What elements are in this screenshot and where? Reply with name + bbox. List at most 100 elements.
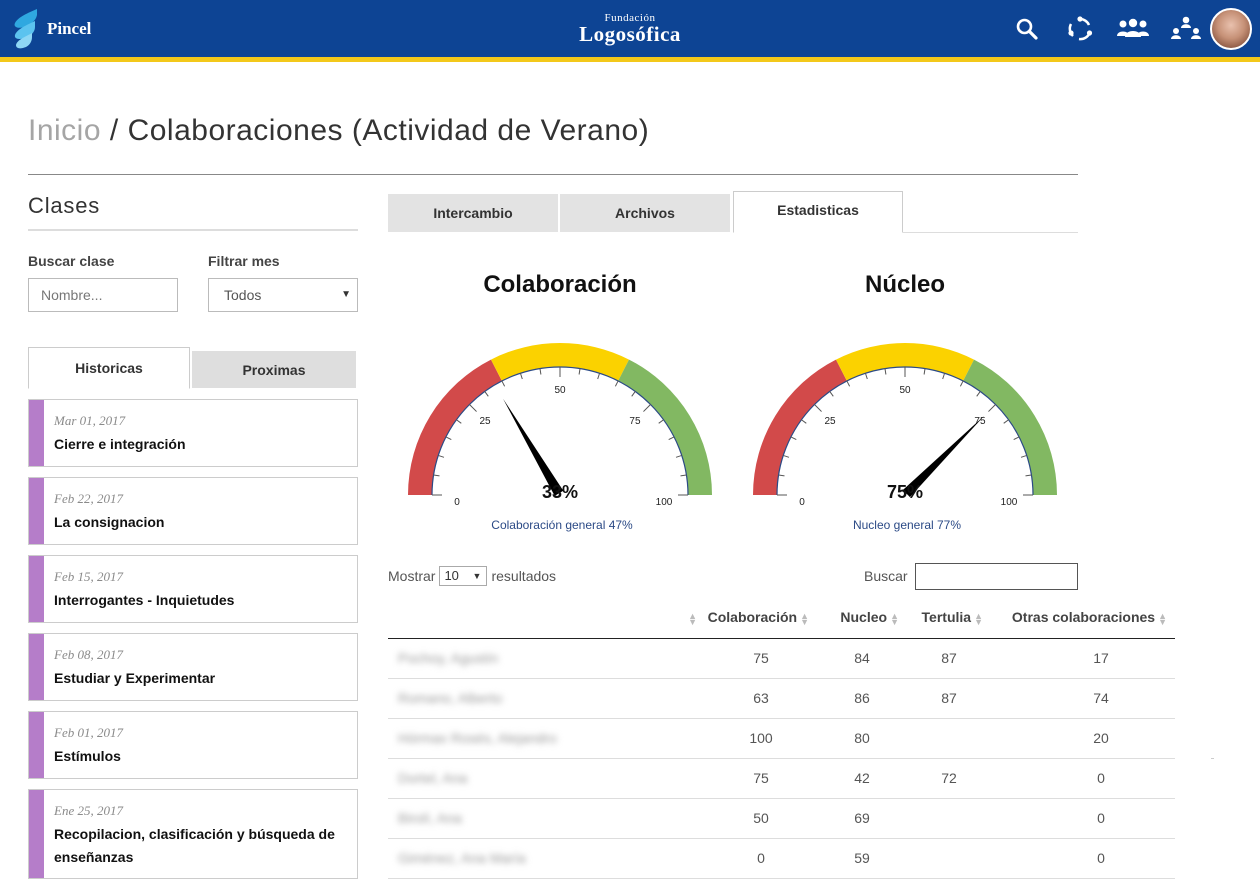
cell-nucleo: 84 [817,638,907,679]
gauge-band [408,359,502,495]
cell-otras: 0 [991,758,1175,799]
gauge-tick [1013,436,1020,441]
column-header-colaboracion[interactable]: Colaboración ▲ ▼ [705,597,817,639]
tab-intercambio[interactable]: Intercambio [388,194,558,232]
page-length-select[interactable]: 10 ▼ [439,566,488,586]
column-header-name[interactable]: ▲ ▼ [388,597,705,639]
gauge-tick [988,404,996,412]
gauge-band [963,359,1057,495]
class-card[interactable]: Mar 01, 2017 Cierre e integración [28,399,358,467]
class-card[interactable]: Ene 25, 2017 Recopilacion, clasificación… [28,789,358,879]
class-accent-bar [29,712,44,778]
cell-name: Pochoy, Agustín [388,638,705,679]
filter-month-select[interactable]: Todos ▼ [208,278,358,312]
column-header-nucleo[interactable]: Nucleo ▲ ▼ [817,597,907,639]
sidebar-divider [28,229,358,231]
cell-otras: 74 [991,678,1175,719]
header-divider [28,174,1078,175]
cell-name: Dortel, Ana [388,758,705,799]
gauge-tick-label: 25 [824,416,836,427]
sort-icon: ▲ ▼ [1158,610,1167,627]
breadcrumb: Inicio / Colaboraciones (Actividad de Ve… [28,114,649,148]
table-search-input[interactable] [915,563,1078,590]
sync-icon[interactable] [1062,11,1098,47]
search-class-input[interactable] [28,278,178,312]
pincel-logo-icon [14,9,37,49]
gauge-tick [942,373,946,380]
page-length-value: 10 [444,568,459,583]
tab-proximas[interactable]: Proximas [192,351,356,388]
cell-otras: 20 [991,718,1175,759]
gauge-tick [658,419,664,424]
gauge-tick [976,391,981,397]
table-search-label: Buscar [864,568,908,584]
search-class-label: Buscar clase [28,253,115,269]
cell-colaboracion: 100 [705,718,817,759]
sort-icon: ▲ ▼ [890,610,899,627]
table-row[interactable]: Pochoy, Agustín 75 84 87 17 [388,638,1175,679]
chevron-down-icon: ▼ [341,289,351,300]
user-avatar[interactable] [1210,8,1252,50]
class-accent-bar [29,400,44,466]
table-row[interactable]: Giménez, Ana María 0 59 0 [388,838,1175,879]
cell-tertulia: 72 [907,758,991,799]
class-card[interactable]: Feb 08, 2017 Estudiar y Experimentar [28,633,358,701]
header-stripe [0,57,1260,62]
gauge-tick-label: 50 [554,385,566,396]
breadcrumb-separator: / [101,114,128,147]
top-navbar: Pincel Fundación Logosófica [0,0,1260,57]
table-row[interactable]: Birolí, Ana 50 69 0 [388,798,1175,839]
gauge-tick [814,404,822,412]
table-row[interactable]: Hórmax Rosés, Alejandro 100 80 20 [388,718,1175,759]
cell-colaboracion: 75 [705,638,817,679]
gauge-tick-label: 100 [1001,497,1018,508]
gauge-tick [801,419,807,424]
gauge-tick [501,380,506,387]
column-header-tertulia[interactable]: Tertulia ▲ ▼ [907,597,991,639]
tab-estadisticas[interactable]: Estadisticas [733,191,903,233]
cell-colaboracion: 0 [705,838,817,879]
class-date: Feb 08, 2017 [54,647,123,662]
class-card[interactable]: Feb 15, 2017 Interrogantes - Inquietudes [28,555,358,623]
tab-archivos[interactable]: Archivos [560,194,730,232]
brand-name: Pincel [47,19,92,38]
table-header-row: ▲ ▼ Colaboración ▲ ▼ Nucleo ▲ ▼ Tertulia ▲ ▼ Ot… [388,597,1175,639]
breadcrumb-home-link[interactable]: Inicio [28,114,102,147]
gauge-tick [445,436,452,441]
gauge-tick-label: 75 [974,416,986,427]
hierarchy-icon[interactable] [1168,11,1204,47]
tab-historicas[interactable]: Historicas [28,347,190,389]
gauge-tick [846,380,851,387]
gauge-tick [959,380,964,387]
gauge-caption-colaboracion: Colaboración general 47% [491,518,633,532]
class-accent-bar [29,556,44,622]
class-card[interactable]: Feb 22, 2017 La consignacion [28,477,358,545]
sort-icon: ▲ ▼ [974,610,983,627]
column-header-otras[interactable]: Otras colaboraciones ▲ ▼ [991,597,1175,639]
gauge-tick [631,391,636,397]
cell-tertulia: 87 [907,678,991,719]
cell-name: Giménez, Ana María [388,838,705,879]
gauge-tick [433,474,440,477]
gauge-tick [597,373,601,380]
gauge-nucleo: 0 25 50 75 100 75% [753,343,1057,508]
cell-name: Romano, Alberto [388,678,705,719]
filter-month-value: Todos [224,287,262,303]
brand[interactable]: Pincel [10,6,91,52]
page-title: Colaboraciones (Actividad de Verano) [127,114,650,147]
class-accent-bar [29,634,44,700]
gauge-tick [469,404,477,412]
table-row[interactable]: Dortel, Ana 75 42 72 0 [388,758,1175,799]
cell-colaboracion: 50 [705,798,817,839]
table-row[interactable]: Romano, Alberto 63 86 87 74 [388,678,1175,719]
gauge-tick [1003,419,1009,424]
gauge-band [618,359,712,495]
cell-otras: 17 [991,638,1175,679]
search-icon[interactable] [1009,11,1045,47]
cell-otras: 0 [991,838,1175,879]
cell-tertulia: 87 [907,638,991,679]
stats-table: ▲ ▼ Colaboración ▲ ▼ Nucleo ▲ ▼ Tertulia ▲ ▼ Ot… [388,597,1175,879]
group-icon[interactable] [1115,11,1151,47]
gauge-tick-label: 100 [656,497,673,508]
class-card[interactable]: Feb 01, 2017 Estímulos [28,711,358,779]
